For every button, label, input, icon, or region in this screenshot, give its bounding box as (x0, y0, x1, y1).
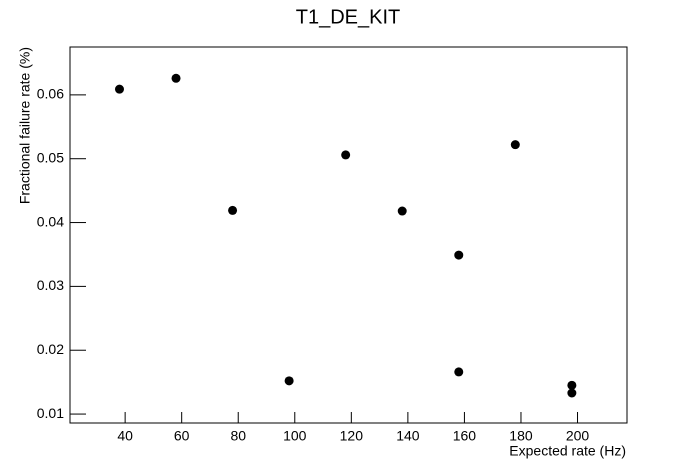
y-tick-label: 0.04 (37, 213, 64, 229)
point (284, 376, 294, 386)
x-tick-label: 40 (117, 428, 133, 444)
point (341, 150, 351, 160)
point (567, 388, 577, 398)
point (228, 205, 238, 215)
plot-frame (69, 46, 628, 424)
x-axis-label: Expected rate (Hz) (509, 443, 626, 459)
chart-title: T1_DE_KIT (296, 6, 400, 28)
x-tick-label: 200 (566, 428, 590, 444)
x-tick-label: 180 (509, 428, 533, 444)
y-tick-label: 0.03 (37, 277, 64, 293)
y-tick-label: 0.06 (37, 86, 64, 102)
y-tick-label: 0.01 (37, 405, 64, 421)
point (171, 73, 181, 83)
x-tick-label: 140 (396, 428, 420, 444)
x-tick-label: 80 (230, 428, 246, 444)
y-tick-label: 0.05 (37, 149, 64, 165)
x-tick-label: 160 (453, 428, 477, 444)
point (397, 206, 407, 216)
y-tick-label: 0.02 (37, 341, 64, 357)
point (454, 367, 464, 377)
point (114, 84, 124, 94)
y-axis-label: Fractional failure rate (%) (17, 47, 33, 204)
point (510, 140, 520, 150)
point (567, 380, 577, 390)
x-tick-label: 120 (340, 428, 364, 444)
point (454, 250, 464, 260)
x-tick-label: 60 (174, 428, 190, 444)
x-tick-label: 100 (283, 428, 307, 444)
